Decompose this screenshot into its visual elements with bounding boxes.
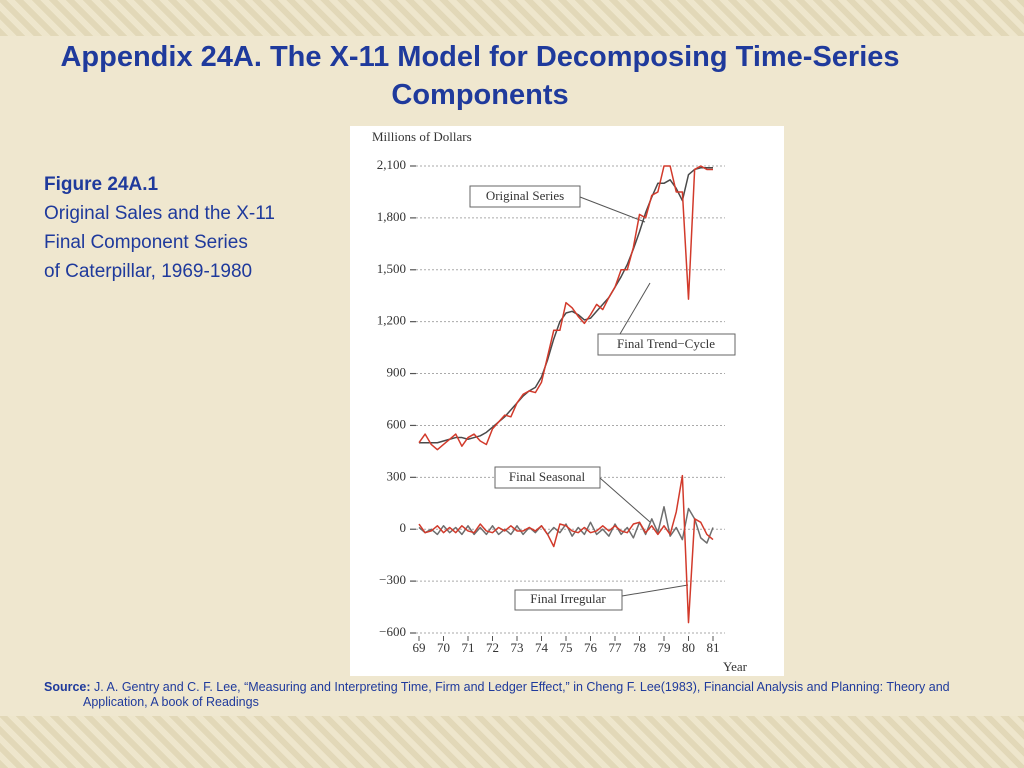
x-tick-label: 73: [511, 640, 524, 655]
series-label: Final Seasonal: [509, 469, 586, 484]
series-line: [418, 505, 714, 544]
x-tick-label: 76: [584, 640, 598, 655]
caption-line: of Caterpillar, 1969-1980: [44, 261, 253, 282]
y-tick-label: −600: [379, 624, 406, 639]
series-line: [418, 474, 714, 624]
callout-box: [514, 589, 623, 611]
x-tick-label: 75: [560, 640, 573, 655]
y-tick-label: −300: [379, 572, 406, 587]
caption-line: Final Component Series: [44, 232, 248, 253]
x-axis-label: Year: [723, 659, 748, 674]
y-tick-label: 1,500: [377, 261, 406, 276]
x-tick-label: 79: [658, 640, 671, 655]
leader-line: [621, 584, 689, 597]
x-tick-label: 81: [707, 640, 720, 655]
border-top: [0, 0, 1024, 36]
x-tick-label: 78: [633, 640, 646, 655]
y-tick-label: 1,800: [377, 209, 406, 224]
source: Source: J. A. Gentry and C. F. Lee, “Mea…: [44, 680, 983, 710]
x-tick-label: 77: [609, 640, 623, 655]
series-line: [419, 166, 713, 444]
y-tick-label: 600: [387, 416, 407, 431]
y-tick-label: 1,200: [377, 313, 406, 328]
border-bottom: [0, 716, 1024, 768]
y-tick-label: 300: [387, 468, 407, 483]
x-tick-label: 72: [486, 640, 499, 655]
leader-line: [619, 282, 651, 335]
leader-line: [579, 196, 646, 223]
y-axis-label: Millions of Dollars: [372, 129, 472, 144]
series-line: [418, 165, 713, 451]
series-label: Final Trend−Cycle: [617, 336, 715, 351]
callout-box: [494, 466, 601, 489]
source-label: Source:: [44, 680, 91, 694]
leader-line: [599, 477, 651, 523]
x-tick-label: 70: [437, 640, 450, 655]
x-tick-label: 71: [462, 640, 475, 655]
x-tick-label: 80: [682, 640, 695, 655]
y-tick-label: 0: [400, 520, 407, 535]
source-text: J. A. Gentry and C. F. Lee, “Measuring a…: [83, 680, 950, 709]
y-tick-label: 2,100: [377, 157, 406, 172]
figure-caption: Figure 24A.1 Original Sales and the X-11…: [44, 170, 275, 286]
x-tick-label: 74: [535, 640, 549, 655]
callout-box: [597, 333, 736, 356]
series-label: Final Irregular: [530, 591, 606, 606]
chart: Millions of Dollars Year Original Series…: [350, 126, 784, 676]
figure-label: Figure 24A.1: [44, 174, 159, 195]
caption-line: Original Sales and the X-11: [44, 203, 275, 224]
callout-box: [469, 185, 581, 208]
x-tick-label: 69: [413, 640, 426, 655]
y-tick-label: 900: [387, 365, 407, 380]
series-label: Original Series: [486, 188, 564, 203]
slide-title: Appendix 24A. The X-11 Model for Decompo…: [60, 41, 900, 111]
